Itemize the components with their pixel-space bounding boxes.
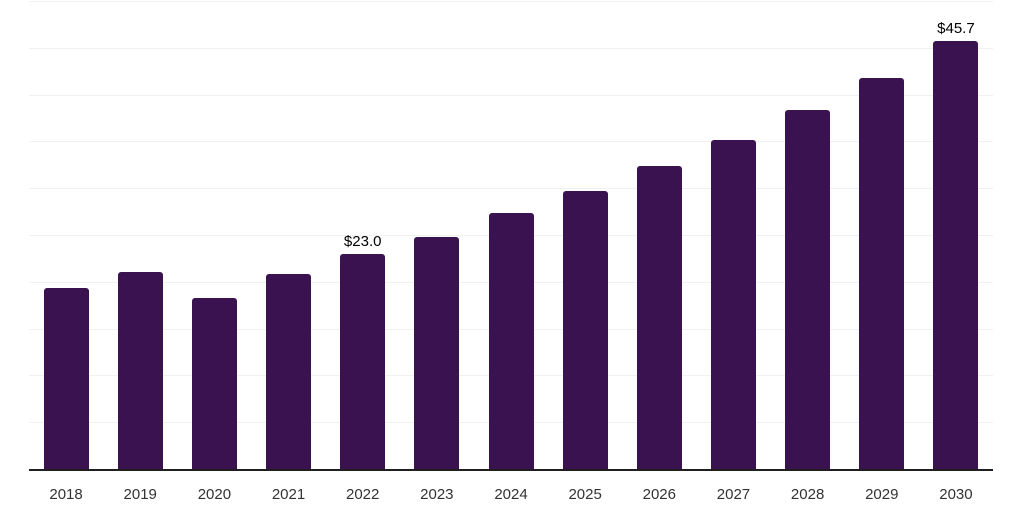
- x-tick-label-2027: 2027: [716, 486, 751, 503]
- bar-2028: [785, 109, 831, 469]
- bar-2020: [191, 297, 237, 469]
- x-tick-label-2025: 2025: [568, 486, 602, 503]
- x-tick-label-2019: 2019: [123, 486, 157, 503]
- bar-2023: [414, 236, 460, 469]
- bar-2025: [562, 191, 608, 469]
- gridline-40: [29, 94, 993, 96]
- gridline-50: [29, 1, 993, 2]
- gridline-45: [29, 47, 993, 49]
- x-tick-label-2024: 2024: [494, 486, 528, 503]
- bar-2027: [710, 139, 756, 469]
- bar-2018: [43, 288, 89, 469]
- bar-2019: [117, 272, 163, 469]
- bar-2024: [488, 213, 534, 469]
- x-tick-label-2026: 2026: [642, 486, 676, 503]
- x-axis-line: [29, 469, 993, 471]
- data-label-2030: $45.7: [937, 20, 975, 38]
- x-tick-label-2028: 2028: [790, 486, 825, 503]
- gridline-30: [29, 188, 993, 190]
- x-tick-label-2021: 2021: [271, 486, 306, 503]
- bar-2022: [340, 253, 386, 469]
- bar-2026: [636, 165, 682, 469]
- x-tick-label-2023: 2023: [420, 486, 454, 503]
- x-tick-label-2029: 2029: [865, 486, 899, 503]
- data-label-2022: $23.0: [343, 232, 382, 250]
- x-tick-label-2030: 2030: [939, 486, 973, 503]
- gridline-35: [29, 141, 993, 143]
- x-tick-label-2018: 2018: [49, 486, 83, 503]
- bar-2021: [266, 274, 312, 469]
- bar-2030: [933, 41, 979, 469]
- x-tick-label-2022: 2022: [346, 486, 380, 503]
- x-tick-label-2020: 2020: [197, 486, 232, 503]
- bar-2029: [859, 77, 905, 469]
